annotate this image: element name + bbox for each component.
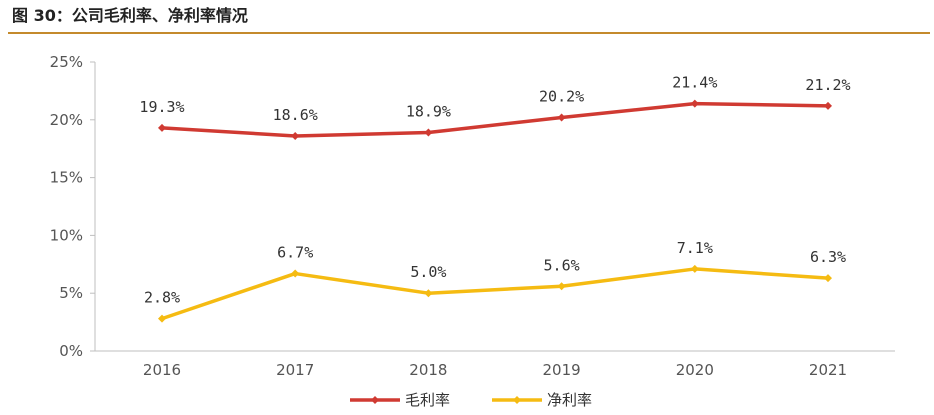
legend-swatch-marker <box>371 396 379 404</box>
series-line-net-margin <box>160 267 830 321</box>
y-tick-label: 15% <box>50 169 83 187</box>
data-label: 21.4% <box>672 74 717 92</box>
data-label: 7.1% <box>677 239 713 257</box>
data-point <box>557 282 566 291</box>
data-point <box>158 123 166 132</box>
data-label: 18.6% <box>273 106 318 124</box>
data-label: 2.8% <box>144 289 180 307</box>
y-tick-label: 20% <box>50 111 83 129</box>
x-tick-label: 2019 <box>543 361 581 379</box>
data-label: 20.2% <box>539 87 584 105</box>
data-label: 6.3% <box>810 248 846 266</box>
data-label: 6.7% <box>277 244 313 262</box>
y-tick-label: 5% <box>59 284 83 302</box>
data-point <box>424 289 433 298</box>
y-tick-label: 10% <box>50 226 83 244</box>
series-line-gross-margin <box>160 101 830 138</box>
chart-legend: 毛利率 净利率 <box>350 391 592 409</box>
data-label: 18.9% <box>406 103 451 121</box>
data-label: 19.3% <box>139 98 184 116</box>
chart-axes: 0% 5% 10% 15% 20% 25% 2016 2017 2018 2019 2020 2021 <box>50 53 895 379</box>
data-point <box>291 131 300 140</box>
x-tick-label: 2018 <box>409 361 447 379</box>
figure-title: 图 30：公司毛利率、净利率情况 <box>12 6 248 25</box>
data-label: 5.0% <box>410 263 446 281</box>
y-tick-label: 25% <box>50 53 83 71</box>
x-tick-label: 2017 <box>276 361 314 379</box>
title-divider <box>8 32 930 34</box>
x-tick-label: 2016 <box>143 361 181 379</box>
data-point <box>158 314 166 323</box>
data-label: 21.2% <box>805 76 850 94</box>
data-point <box>690 99 699 108</box>
data-point <box>690 264 699 273</box>
data-point <box>824 101 832 110</box>
legend-label: 毛利率 <box>405 391 450 409</box>
data-point <box>424 128 433 137</box>
data-point <box>291 269 300 278</box>
data-point <box>824 274 832 283</box>
legend-label: 净利率 <box>547 391 592 409</box>
y-tick-label: 0% <box>59 342 83 360</box>
chart-data-labels: 19.3% 18.6% 18.9% 20.2% 21.4% 21.2% 2.8% 6.7% 5.… <box>139 74 850 307</box>
x-tick-label: 2021 <box>809 361 847 379</box>
chart-series <box>158 99 832 323</box>
data-point <box>557 113 566 122</box>
x-tick-label: 2020 <box>676 361 714 379</box>
legend-swatch-marker <box>513 396 521 404</box>
data-label: 5.6% <box>544 256 580 274</box>
